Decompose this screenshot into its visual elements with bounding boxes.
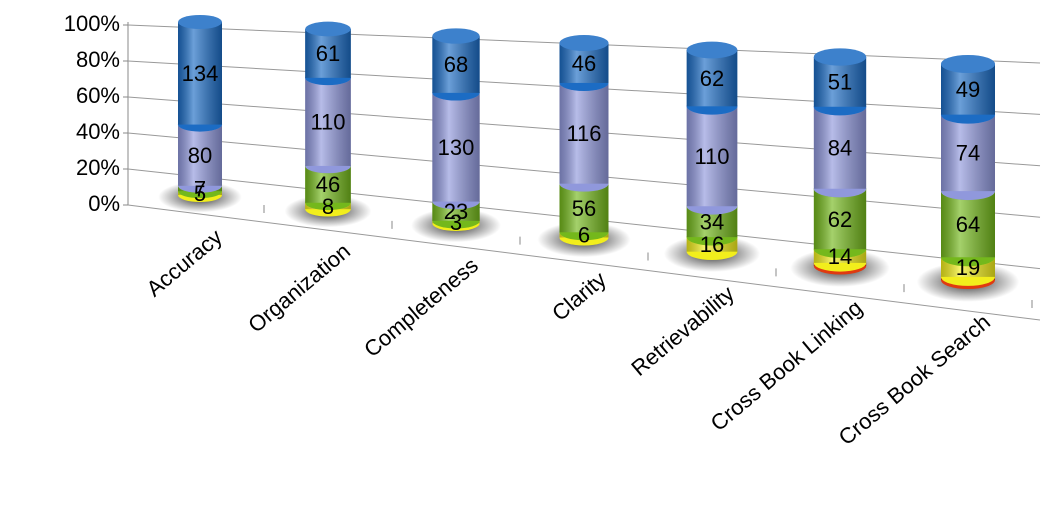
data-label: 62 [700, 66, 724, 91]
data-label: 130 [438, 135, 475, 160]
y-tick-label: 60% [76, 83, 120, 108]
segment-top [432, 28, 480, 44]
segment-shading [178, 124, 222, 186]
y-tick-label: 20% [76, 155, 120, 180]
grid-line [127, 204, 1041, 321]
data-label: 46 [572, 51, 596, 76]
data-label: 116 [566, 121, 601, 146]
data-label: 84 [828, 136, 852, 161]
data-label: 56 [572, 196, 596, 221]
data-label: 8 [322, 194, 334, 219]
data-label: 6 [578, 223, 590, 248]
cylinder-top-highlight [178, 15, 222, 29]
segment-shading [559, 183, 609, 233]
segment-shading [813, 188, 867, 250]
y-tick-label: 100% [64, 11, 120, 36]
data-label: 51 [828, 70, 852, 95]
segment-shading [941, 191, 995, 258]
x-tick-label: Clarity [547, 267, 611, 326]
segment-top [813, 48, 867, 66]
data-label: 61 [316, 41, 340, 66]
x-tick-label: Retrievability [626, 281, 739, 381]
data-label: 68 [444, 52, 468, 77]
segment-shading [559, 82, 609, 184]
cylinder-top-highlight [432, 28, 480, 44]
y-tick-label: 40% [76, 119, 120, 144]
cylinder-top-highlight [941, 55, 995, 73]
segment-top [686, 41, 738, 59]
x-tick-label: Accuracy [142, 224, 227, 301]
data-label: 19 [956, 255, 980, 280]
data-label: 14 [828, 244, 852, 269]
segment-shading [432, 36, 480, 93]
data-label: 110 [694, 144, 729, 169]
x-tick-label: Organization [243, 238, 355, 337]
segment-shading [941, 114, 995, 192]
segment-top [941, 55, 995, 73]
segment-shading [432, 92, 480, 202]
data-label: 7 [194, 176, 206, 201]
x-tick-label: Cross Book Linking [706, 295, 867, 436]
segment-top [178, 15, 222, 29]
y-tick-label: 80% [76, 47, 120, 72]
x-tick-label: Cross Book Search [834, 309, 995, 450]
data-label: 49 [956, 77, 980, 102]
data-label: 62 [828, 207, 852, 232]
data-label: 34 [700, 210, 724, 235]
segment-shading [686, 50, 738, 107]
segment-shading [305, 29, 351, 78]
data-label: 46 [316, 172, 340, 197]
cylinder-top-highlight [686, 41, 738, 59]
data-label: 3 [450, 210, 462, 235]
cylinder-top-highlight [813, 48, 867, 66]
data-label: 74 [956, 141, 980, 166]
data-label: 134 [182, 61, 219, 86]
x-tick-label: Completeness [359, 252, 483, 362]
data-label: 64 [956, 212, 980, 237]
segment-shading [178, 22, 222, 125]
y-tick-label: 0% [88, 191, 120, 216]
segment-shading [305, 77, 351, 166]
segment-top [305, 21, 351, 37]
segment-shading [686, 106, 738, 207]
segment-shading [813, 106, 867, 189]
segment-top [559, 35, 609, 51]
data-label: 110 [310, 110, 345, 135]
cylinder-top-highlight [559, 35, 609, 51]
data-label: 23 [444, 199, 468, 224]
data-label: 5 [194, 181, 206, 206]
data-label: 80 [188, 143, 212, 168]
cylinder-top-highlight [305, 21, 351, 37]
data-label: 16 [700, 232, 724, 257]
